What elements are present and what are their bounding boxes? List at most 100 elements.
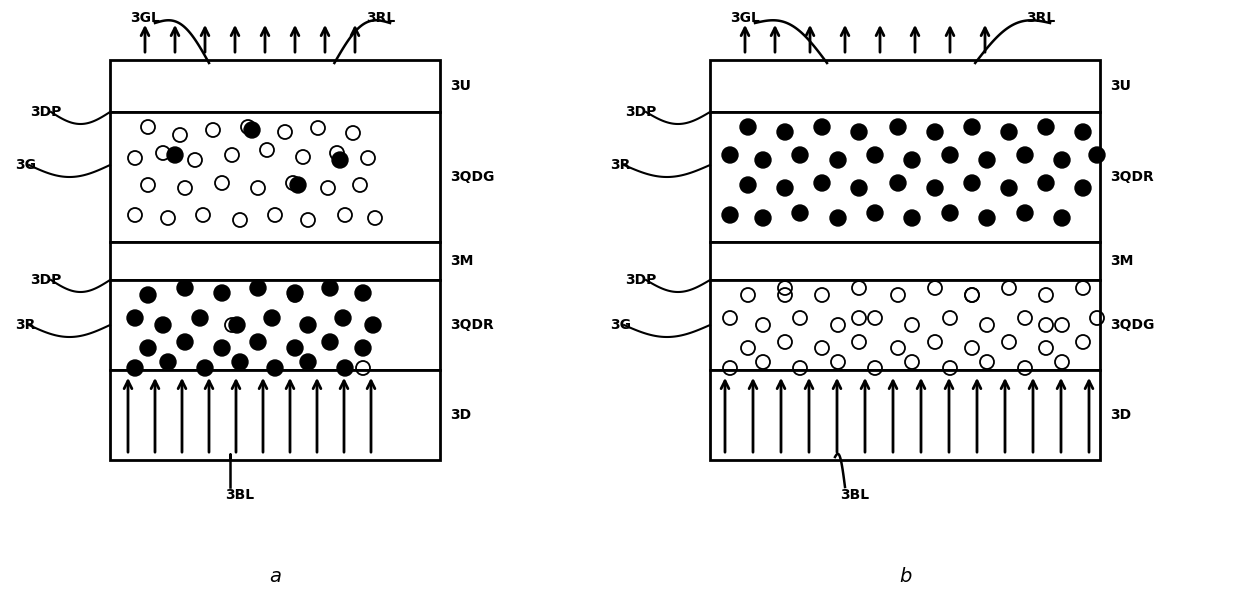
Circle shape <box>1038 119 1054 135</box>
Circle shape <box>1075 180 1091 196</box>
Circle shape <box>942 205 959 221</box>
Bar <box>711 370 1100 460</box>
Circle shape <box>365 317 381 333</box>
Bar <box>711 280 1100 370</box>
Circle shape <box>1001 180 1017 196</box>
Bar <box>711 242 1100 280</box>
Text: 3RL: 3RL <box>366 11 396 25</box>
Circle shape <box>215 285 229 301</box>
Circle shape <box>963 175 980 191</box>
Circle shape <box>155 317 171 333</box>
Circle shape <box>1054 152 1070 168</box>
Circle shape <box>755 152 771 168</box>
Circle shape <box>290 177 306 193</box>
Bar <box>110 280 440 370</box>
Text: 3DP: 3DP <box>30 273 61 287</box>
Circle shape <box>813 119 830 135</box>
Text: a: a <box>269 568 281 586</box>
Circle shape <box>160 354 176 370</box>
Text: 3U: 3U <box>1110 79 1131 93</box>
Circle shape <box>215 340 229 356</box>
Circle shape <box>980 210 994 226</box>
Circle shape <box>177 334 193 350</box>
Circle shape <box>963 119 980 135</box>
Circle shape <box>264 310 280 326</box>
Circle shape <box>980 152 994 168</box>
Circle shape <box>232 354 248 370</box>
Circle shape <box>1017 147 1033 163</box>
Circle shape <box>267 360 283 376</box>
Circle shape <box>928 180 942 196</box>
Text: 3DP: 3DP <box>625 105 656 119</box>
Text: 3R: 3R <box>610 158 630 172</box>
Text: 3QDR: 3QDR <box>450 318 494 332</box>
Circle shape <box>126 310 143 326</box>
Circle shape <box>867 205 883 221</box>
Circle shape <box>942 147 959 163</box>
Circle shape <box>813 175 830 191</box>
Circle shape <box>1075 124 1091 140</box>
Bar <box>110 242 440 280</box>
Text: 3GL: 3GL <box>730 11 760 25</box>
Circle shape <box>851 180 867 196</box>
Text: 3D: 3D <box>1110 408 1131 422</box>
Text: 3M: 3M <box>1110 254 1133 268</box>
Circle shape <box>777 124 794 140</box>
Circle shape <box>322 334 339 350</box>
Circle shape <box>332 152 348 168</box>
Circle shape <box>722 207 738 223</box>
Circle shape <box>355 340 371 356</box>
Circle shape <box>851 124 867 140</box>
Text: 3M: 3M <box>450 254 474 268</box>
Circle shape <box>167 147 184 163</box>
Circle shape <box>1038 175 1054 191</box>
Circle shape <box>755 210 771 226</box>
Text: 3U: 3U <box>450 79 471 93</box>
Circle shape <box>197 360 213 376</box>
Circle shape <box>286 285 303 301</box>
Circle shape <box>250 280 267 296</box>
Text: b: b <box>899 568 911 586</box>
Circle shape <box>1017 205 1033 221</box>
Circle shape <box>335 310 351 326</box>
Text: 3GL: 3GL <box>130 11 160 25</box>
Circle shape <box>250 334 267 350</box>
Text: 3BL: 3BL <box>226 488 254 502</box>
Bar <box>711 60 1100 112</box>
Circle shape <box>1054 210 1070 226</box>
Circle shape <box>355 285 371 301</box>
Circle shape <box>244 122 260 138</box>
Text: 3QDG: 3QDG <box>1110 318 1154 332</box>
Circle shape <box>777 180 794 196</box>
Bar <box>110 370 440 460</box>
Circle shape <box>830 152 846 168</box>
Circle shape <box>740 177 756 193</box>
Circle shape <box>867 147 883 163</box>
Bar <box>110 60 440 112</box>
Text: 3RL: 3RL <box>1025 11 1055 25</box>
Circle shape <box>140 340 156 356</box>
Circle shape <box>792 205 808 221</box>
Circle shape <box>229 317 246 333</box>
Circle shape <box>890 119 906 135</box>
Circle shape <box>928 124 942 140</box>
Text: 3QDR: 3QDR <box>1110 170 1153 184</box>
Text: 3BL: 3BL <box>841 488 869 502</box>
Circle shape <box>300 317 316 333</box>
Circle shape <box>830 210 846 226</box>
Text: 3DP: 3DP <box>30 105 61 119</box>
Circle shape <box>337 360 353 376</box>
Circle shape <box>286 340 303 356</box>
Circle shape <box>140 287 156 303</box>
Circle shape <box>300 354 316 370</box>
Circle shape <box>722 147 738 163</box>
Text: 3QDG: 3QDG <box>450 170 495 184</box>
Circle shape <box>177 280 193 296</box>
Circle shape <box>792 147 808 163</box>
Text: 3DP: 3DP <box>625 273 656 287</box>
Circle shape <box>192 310 208 326</box>
Text: 3G: 3G <box>15 158 36 172</box>
Circle shape <box>904 152 920 168</box>
Circle shape <box>1001 124 1017 140</box>
Text: 3R: 3R <box>15 318 36 332</box>
